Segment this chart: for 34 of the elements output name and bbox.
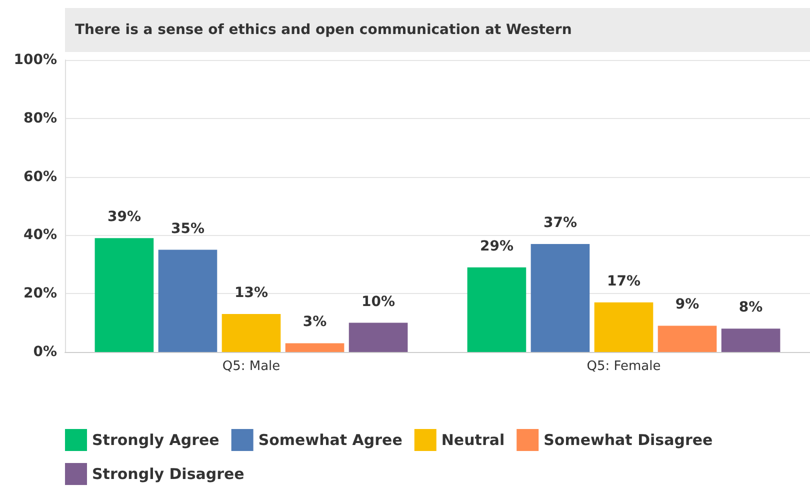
legend-label: Strongly Agree [92, 431, 220, 449]
chart-title: There is a sense of ethics and open communication at Western [65, 8, 810, 52]
legend-label: Neutral [441, 431, 505, 449]
data-label: 10% [362, 294, 396, 310]
legend-label: Strongly Disagree [92, 465, 244, 483]
data-label: 29% [480, 238, 514, 254]
bar [348, 322, 408, 352]
data-label: 17% [606, 273, 641, 290]
y-tick-label: 100% [14, 52, 57, 68]
x-tick-label: Q5: Female [586, 359, 661, 374]
data-label: 37% [543, 214, 577, 231]
data-label: 9% [675, 296, 700, 313]
x-tick-label: Q5: Male [222, 359, 280, 374]
bar [158, 250, 218, 352]
legend-label: Somewhat Agree [258, 431, 402, 449]
bar [658, 326, 717, 352]
bar [222, 314, 281, 352]
y-tick-label: 40% [23, 227, 57, 244]
bar [530, 244, 590, 352]
data-label: 13% [234, 285, 268, 302]
y-tick-label: 60% [23, 168, 57, 185]
bar [467, 267, 526, 352]
bar [594, 302, 654, 352]
data-label: 3% [302, 314, 327, 330]
legend-label: Somewhat Disagree [544, 431, 713, 449]
y-tick-label: 20% [23, 286, 57, 302]
y-tick-label: 80% [23, 110, 57, 126]
data-label: 39% [107, 209, 141, 226]
data-label: 35% [170, 220, 204, 237]
bar [285, 343, 344, 352]
bar [721, 328, 780, 352]
bar [94, 238, 154, 352]
data-label: 8% [738, 300, 763, 316]
y-tick-label: 0% [33, 344, 57, 360]
